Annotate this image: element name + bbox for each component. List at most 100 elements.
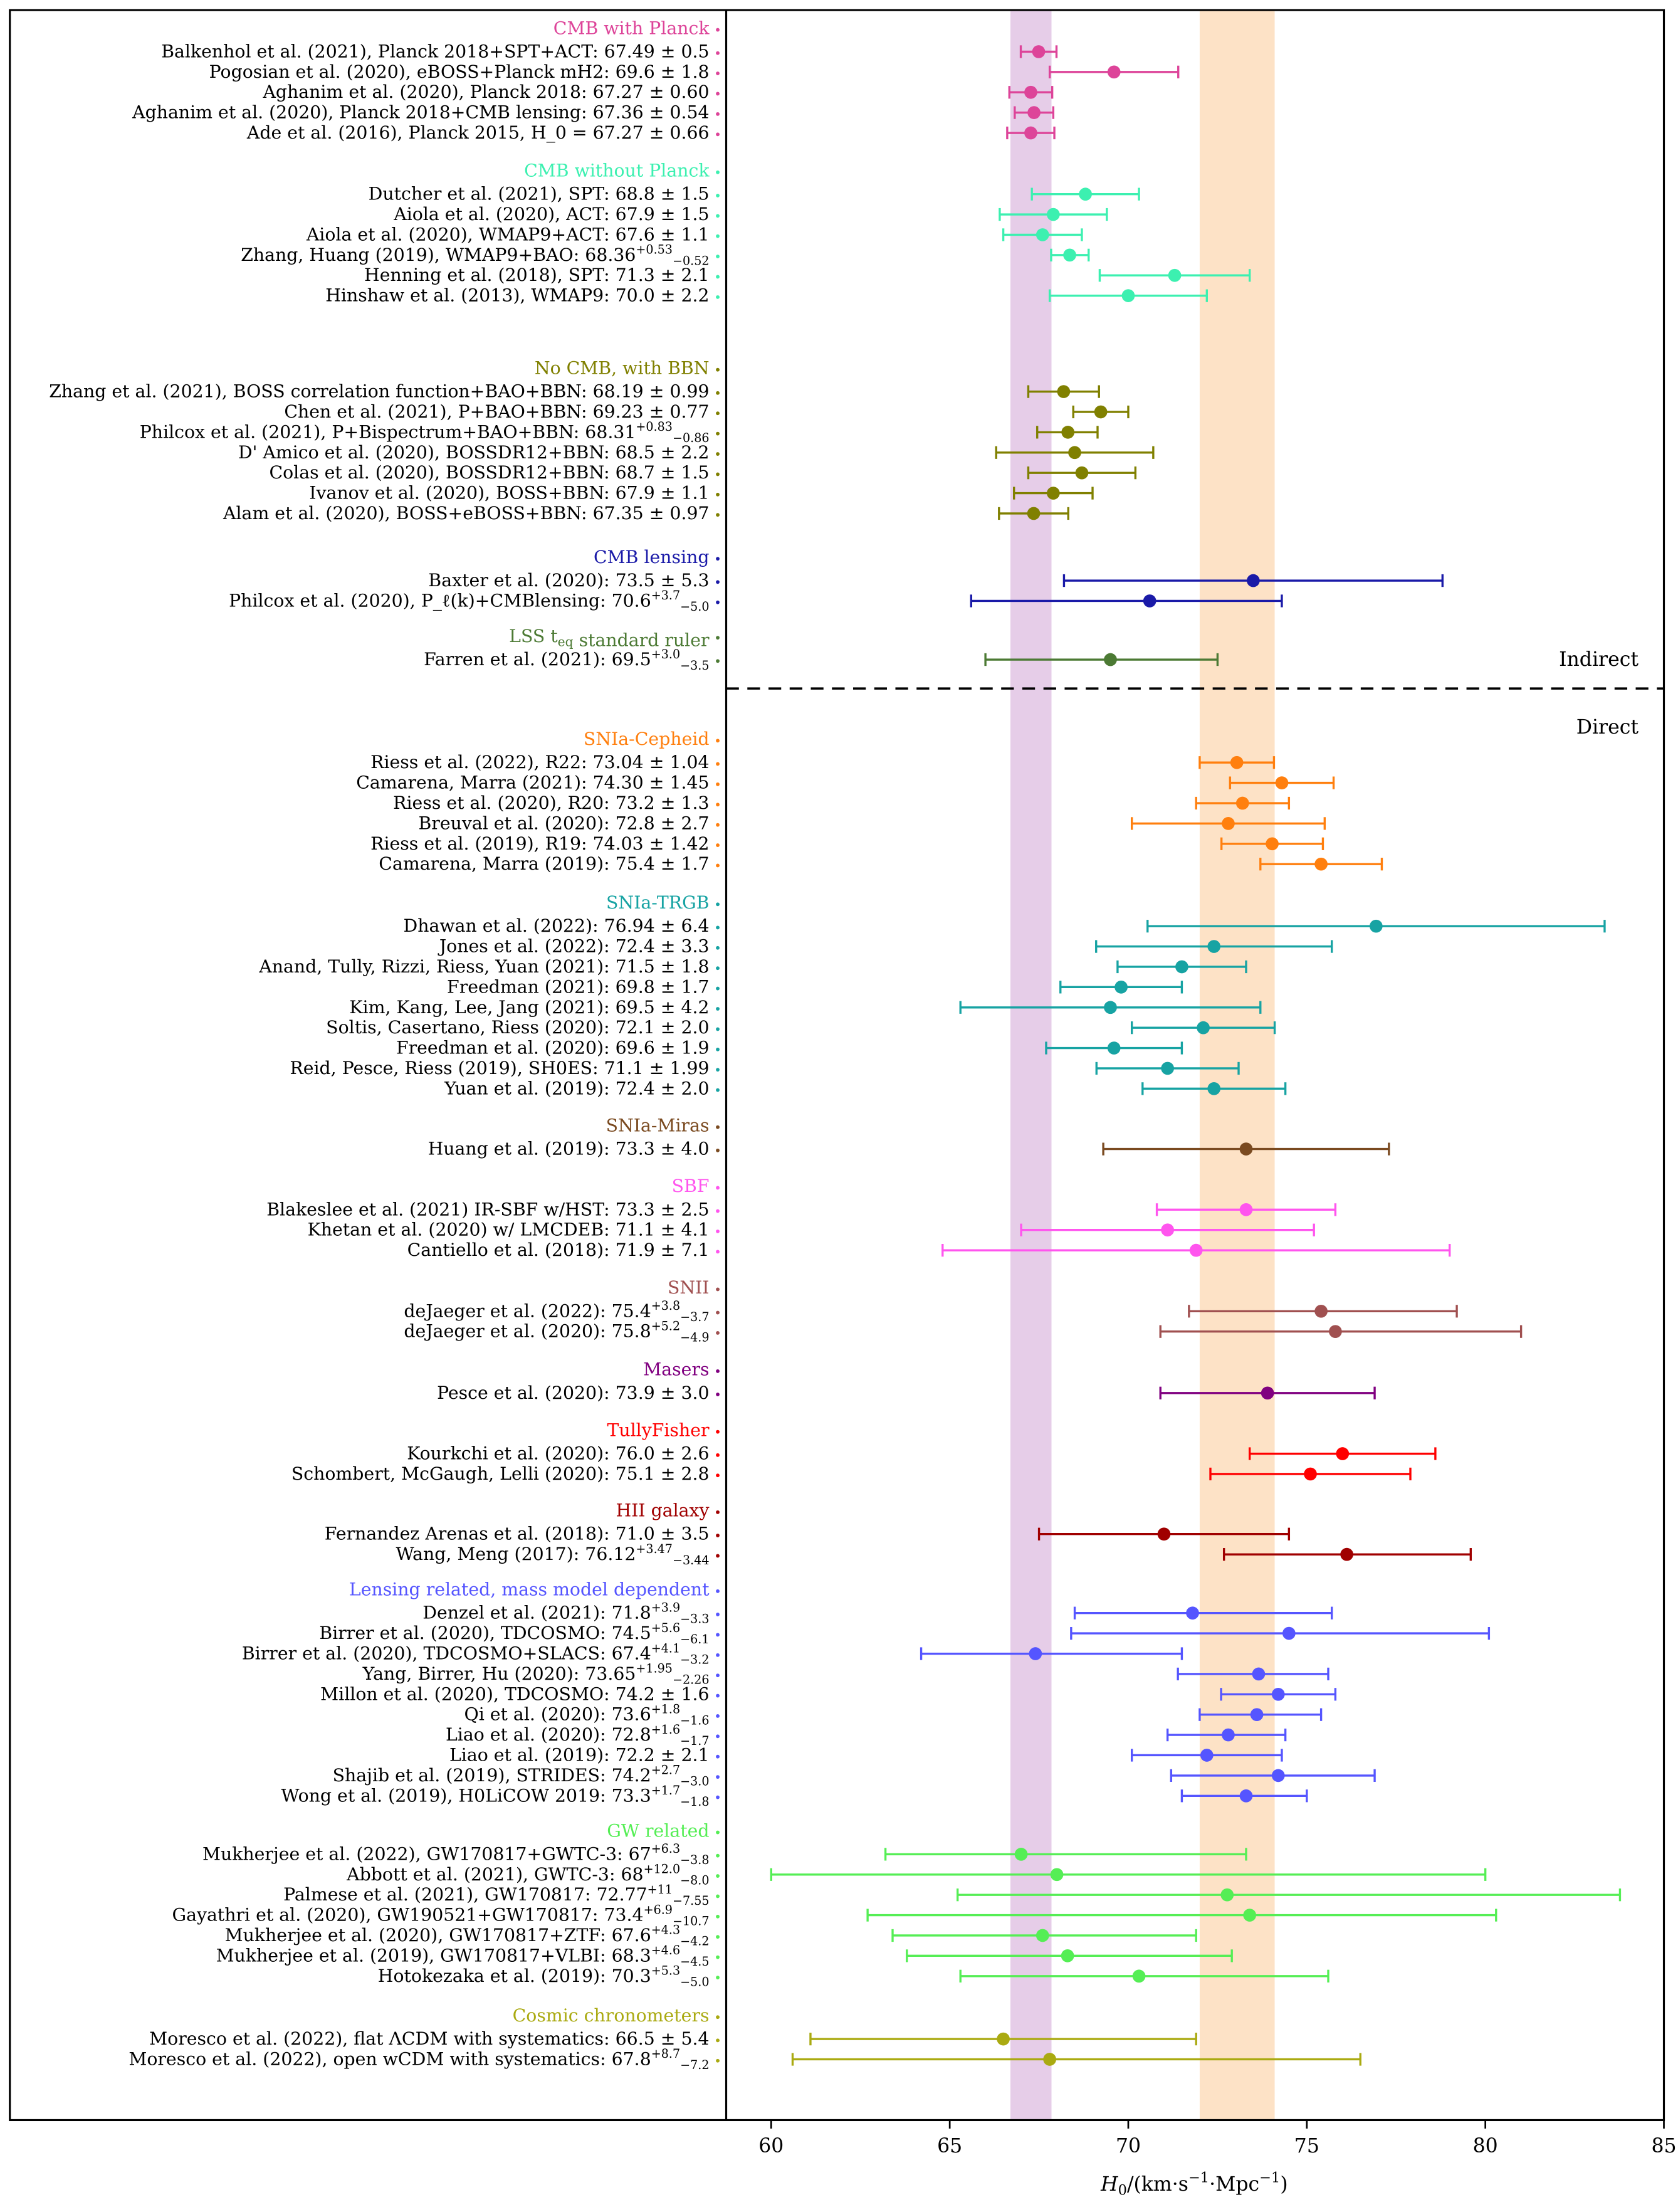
row-tick-dot [716,843,720,847]
row-label-text: Alam et al. (2020), BOSS+eBOSS+BBN: [223,503,593,524]
row-label: Yang, Birrer, Hu (2020): 73.65+1.95−2.26 [362,1662,710,1687]
row-tick-dot [716,1125,720,1129]
data-point [1050,1868,1064,1882]
group-header: SNIa-Cepheid [584,729,710,749]
row-tick-dot [716,1007,720,1011]
row-tick-dot [716,411,720,416]
row-label-text: Balkenhol et al. (2021), Planck 2018+SPT… [161,41,604,61]
row-label: deJaeger et al. (2020): 75.8+5.2−4.9 [404,1319,709,1344]
row-tick-dot [716,51,720,55]
data-point [1057,385,1071,398]
row-label: Schombert, McGaugh, Lelli (2020): 75.1 ±… [291,1463,710,1484]
data-point [1168,268,1182,282]
row-label-text: Kim, Kang, Lee, Jang (2021): [349,997,615,1018]
row-label: Philcox et al. (2021), P+Bispectrum+BAO+… [140,419,710,445]
row-label-text: Freedman (2021): [447,976,616,997]
data-point [1207,1082,1221,1095]
x-tick-label: 80 [1473,2135,1498,2157]
row-tick-dot [716,1088,720,1092]
data-point [1107,65,1121,79]
row-label-text: Ivanov et al. (2020), BOSS+BBN: [309,483,615,503]
row-label-text: Kourkchi et al. (2020): [407,1443,615,1464]
row-label: Aiola et al. (2020), WMAP9+ACT: 67.6 ± 1… [306,224,710,245]
row-tick-dot [716,92,720,96]
row-label: Camarena, Marra (2019): 75.4 ± 1.7 [379,853,709,874]
row-label: Blakeslee et al. (2021) IR-SBF w/HST: 73… [266,1199,709,1219]
row-label: Chen et al. (2021), P+BAO+BBN: 69.23 ± 0… [284,401,709,422]
row-label-text: Farren et al. (2021): [424,649,612,670]
data-point [1336,1447,1350,1460]
row-label-text: Liao et al. (2020): [446,1724,612,1745]
row-label-text: Hinshaw et al. (2013), WMAP9: [325,285,615,306]
row-label: Henning et al. (2018), SPT: 71.3 ± 2.1 [364,265,710,285]
row-label: Wong et al. (2019), H0LiCOW 2019: 73.3+1… [281,1783,709,1809]
row-label: Jones et al. (2022): 72.4 ± 3.3 [438,936,710,957]
row-tick-dot [716,1976,720,1979]
row-tick-dot [716,234,720,238]
row-tick-dot [716,1894,720,1899]
row-label-text: Wong et al. (2019), H0LiCOW 2019: [281,1785,611,1806]
row-label: Mukherjee et al. (2020), GW170817+ZTF: 6… [225,1923,710,1949]
row-tick-dot [716,659,720,663]
data-point [1132,1969,1146,1983]
x-axis: 60 65 70 75 80 85 [758,2120,1677,2157]
row-label-text: Birrer et al. (2020), TDCOSMO+SLACS: [242,1643,612,1664]
row-tick-dot [716,1534,720,1537]
row-label: Zhang, Huang (2019), WMAP9+BAO: 68.36+0.… [241,243,709,268]
row-label: Philcox et al. (2020), P_ℓ(k)+CMBlensing… [229,588,709,614]
data-point [1032,45,1046,58]
reference-bands [1010,10,1275,2120]
row-label: Huang et al. (2019): 73.3 ± 4.0 [428,1139,710,1159]
data-point [997,2032,1010,2046]
row-label: Colas et al. (2020), BOSSDR12+BBN: 68.7 … [269,462,709,483]
group-header: SBF [672,1176,710,1196]
row-label: Fernandez Arenas et al. (2018): 71.0 ± 3… [325,1524,710,1544]
row-label-text: Freedman et al. (2020): [396,1038,616,1058]
row-tick-dot [716,367,720,372]
row-label-text: Soltis, Casertano, Riess (2020): [326,1017,615,1038]
group-header: CMB with Planck [553,18,710,38]
group-header: SNIa-Miras [606,1115,710,1135]
data-point [1104,653,1117,666]
row-label: Palmese et al. (2021), GW170817: 72.77+1… [283,1882,709,1908]
data-point [1340,1547,1353,1561]
reference-band [1199,10,1275,2120]
row-label: Cantiello et al. (2018): 71.9 ± 7.1 [407,1240,710,1260]
row-label: Soltis, Casertano, Riess (2020): 72.1 ± … [326,1017,709,1038]
row-tick-dot [716,1230,720,1233]
row-tick-dot [716,1554,720,1558]
row-label-text: Dhawan et al. (2022): [404,915,604,936]
data-point [1200,1749,1214,1762]
row-label-text: Jones et al. (2022): [438,936,616,957]
data-point [1271,1769,1285,1783]
row-label-text: Riess et al. (2019), R19: [370,833,592,854]
data-point [1282,1626,1296,1640]
data-point [1314,857,1328,871]
reference-band [1010,10,1052,2120]
row-tick-dot [716,1795,720,1799]
row-label-text: Ade et al. (2016), Planck 2015, H_0 = [246,122,593,143]
data-point [1239,1203,1253,1216]
row-label-text: Philcox et al. (2020), P_ℓ(k)+CMBlensing… [229,590,612,611]
row-label-text: Cantiello et al. (2018): [407,1240,616,1260]
row-tick-dot [716,1510,720,1514]
row-label: Aiola et al. (2020), ACT: 67.9 ± 1.5 [393,204,709,224]
data-point [1222,817,1235,830]
group-header: SNII [668,1277,710,1298]
row-label: Liao et al. (2019): 72.2 ± 2.1 [449,1744,710,1765]
row-label-text: Chen et al. (2021), P+BAO+BBN: [284,401,592,422]
row-tick-dot [716,580,720,584]
data-point [1061,426,1075,439]
data-point [1029,1647,1042,1660]
row-label-text: Riess et al. (2022), R22: [370,752,592,772]
row-label-text: Fernandez Arenas et al. (2018): [325,1524,616,1544]
row-label: Mukherjee et al. (2019), GW170817+VLBI: … [216,1943,710,1969]
data-point [1068,446,1081,460]
data-point [1247,574,1260,587]
figure-frame [9,9,1665,2122]
row-tick-dot [716,295,720,299]
data-point [1094,405,1108,419]
row-tick-dot [716,214,720,218]
row-label: Birrer et al. (2020), TDCOSMO+SLACS: 67.… [242,1641,710,1667]
row-tick-dot [716,739,720,743]
